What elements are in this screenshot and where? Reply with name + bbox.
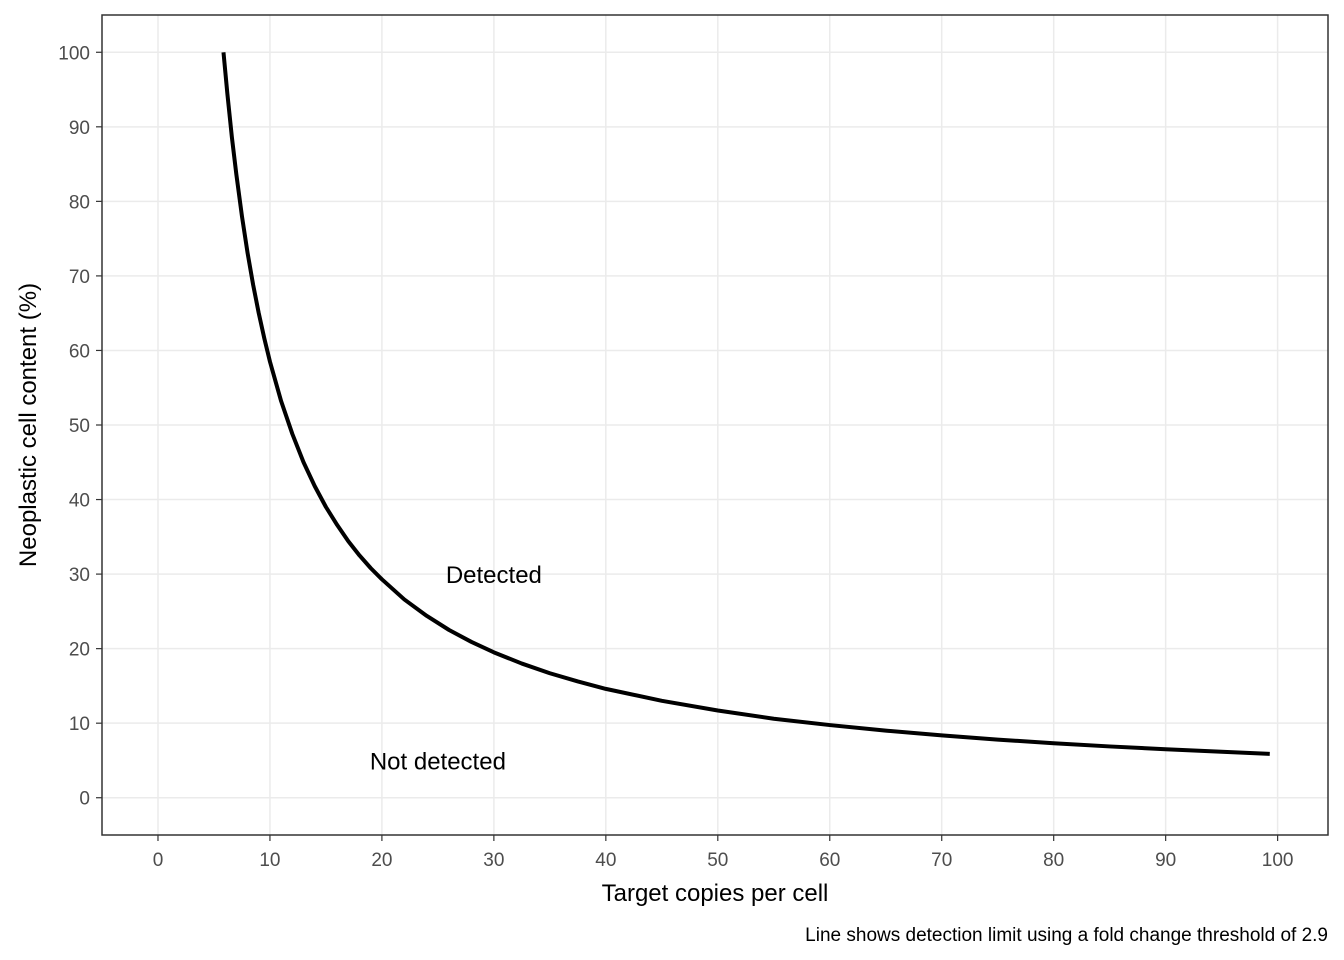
y-tick-label: 90	[69, 118, 90, 139]
grid	[102, 15, 1328, 835]
y-tick-label: 50	[69, 416, 90, 437]
y-tick-label: 20	[69, 640, 90, 661]
detection-limit-line	[221, 52, 1270, 756]
x-tick-label: 60	[819, 850, 840, 871]
x-tick-label: 80	[1043, 850, 1064, 871]
x-tick-label: 10	[259, 850, 280, 871]
y-tick-label: 30	[69, 565, 90, 586]
y-axis-title: Neoplastic cell content (%)	[15, 283, 42, 567]
y-tick-label: 70	[69, 267, 90, 288]
annotation-detected: Detected	[446, 562, 542, 589]
x-tick-label: 70	[931, 850, 952, 871]
axis-ticks: 0 10 20 30 40 50 60 70 80 90 100 0 10 20 30 40 50 60 70 80 9…	[58, 43, 1293, 871]
y-tick-label: 80	[69, 192, 90, 213]
x-axis-title: Target copies per cell	[602, 880, 829, 907]
x-tick-label: 30	[483, 850, 504, 871]
annotation-not-detected: Not detected	[370, 748, 506, 775]
y-tick-label: 60	[69, 341, 90, 362]
y-tick-label: 40	[69, 491, 90, 512]
y-tick-label: 0	[79, 789, 90, 810]
y-tick-label: 100	[58, 43, 90, 64]
x-tick-label: 20	[371, 850, 392, 871]
x-tick-label: 0	[153, 850, 164, 871]
annotations: Detected Not detected	[370, 562, 542, 775]
data-line-group	[221, 52, 1270, 756]
y-tick-label: 10	[69, 714, 90, 735]
x-tick-label: 90	[1155, 850, 1176, 871]
x-tick-label: 40	[595, 850, 616, 871]
x-tick-label: 100	[1262, 850, 1294, 871]
x-tick-label: 50	[707, 850, 728, 871]
chart-caption: Line shows detection limit using a fold …	[805, 925, 1328, 946]
